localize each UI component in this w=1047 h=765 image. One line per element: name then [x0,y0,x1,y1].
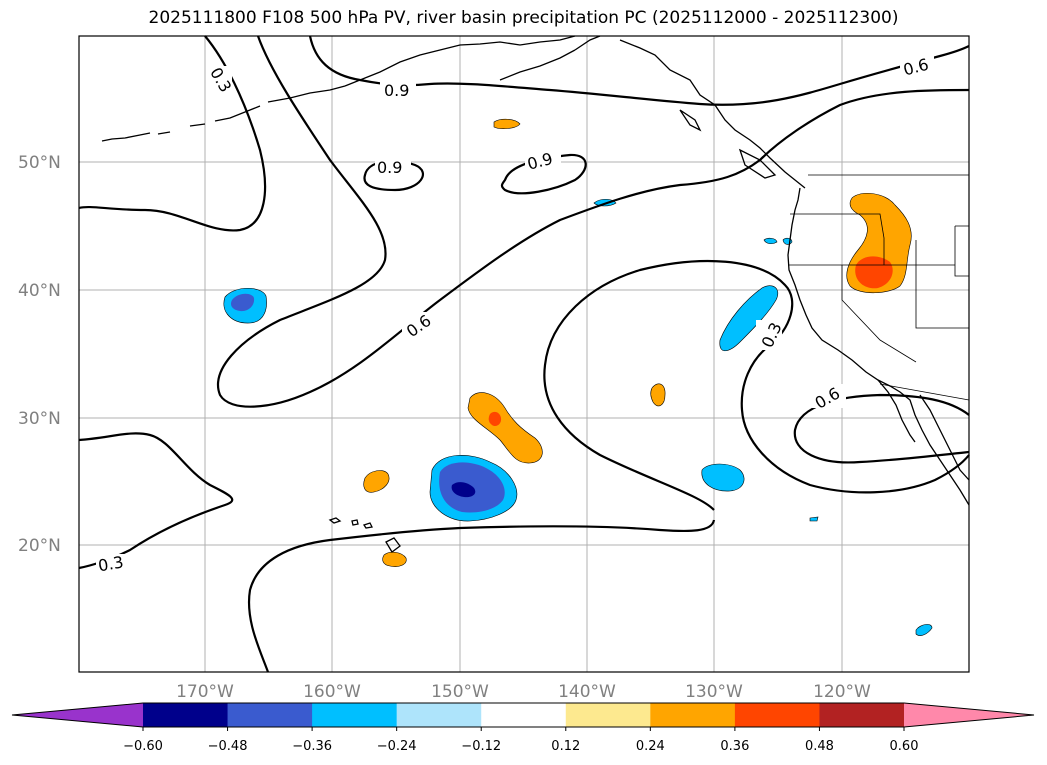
precip-positive-area [363,470,390,493]
precip-negative-area [701,463,745,492]
lon-label: 170°W [176,682,234,702]
colorbar-extend-high [904,703,1034,727]
precip-positive-area [467,392,543,464]
contour-label: 0.9 [377,158,402,177]
colorbar-tick-label: 0.12 [551,739,580,754]
map-border [78,35,970,673]
colorbar-tick-label: 0.24 [636,739,665,754]
precip-negative-area [763,237,778,245]
lat-labels: 50°N 40°N 30°N 20°N [18,153,61,556]
colorbar-tick-label: −0.36 [292,739,332,754]
colorbar-bin [396,703,482,727]
colorbar-bin [819,703,905,727]
colorbar-tick-label: 0.48 [805,739,834,754]
colorbar-extend-low [12,703,143,727]
colorbar-bin [734,703,820,727]
borders [788,174,970,401]
contour-label: 0.3 [97,552,125,575]
precip-positive-area [650,383,666,407]
colorbar-bin [227,703,313,727]
map-title: 2025111800 F108 500 hPa PV, river basin … [148,8,899,28]
colorbar-tick-label: −0.48 [208,739,248,754]
colorbar-bin [312,703,398,727]
precip-negative-peak [451,482,476,498]
lon-label: 160°W [303,682,361,702]
gridlines [79,36,969,672]
coastlines [101,35,970,553]
precip-negative-core [230,293,255,312]
colorbar-bin [565,703,651,727]
lon-label: 120°W [813,682,871,702]
colorbar-bin [650,703,736,727]
precip-positive-area [382,551,407,567]
lon-label: 140°W [558,682,616,702]
lat-label: 40°N [18,281,61,301]
lon-label: 150°W [431,682,489,702]
precip-positive-core [855,256,893,289]
lon-label: 130°W [685,682,743,702]
lon-labels: 170°W 160°W 150°W 140°W 130°W 120°W [176,682,871,702]
precip-positive-area [493,118,521,129]
colorbar: −0.60 −0.48 −0.36 −0.24 −0.12 0.12 0.24 0.36 0.4… [11,702,1035,754]
colorbar-bin [143,703,229,727]
lat-label: 30°N [18,409,61,429]
colorbar-bin [481,703,567,727]
colorbar-tick-label: 0.36 [720,739,749,754]
precip-negative-area [915,624,933,636]
contour-labels: 0.3 0.9 0.6 0.9 0.9 0.6 0.3 0.6 0.3 [96,55,934,575]
colorbar-tick-label: −0.24 [377,739,417,754]
map-area: 0.3 0.9 0.6 0.9 0.9 0.6 0.3 0.6 0.3 [78,35,970,673]
precip-shading [223,118,933,636]
precip-positive-core [488,411,502,427]
lat-label: 50°N [18,153,61,173]
lat-label: 20°N [18,536,61,556]
colorbar-tick-label: −0.12 [461,739,501,754]
precip-negative-area [719,285,779,352]
colorbar-tick-label: −0.60 [123,739,163,754]
precip-negative-area [809,516,819,522]
contour-label: 0.9 [384,81,409,100]
colorbar-tick-label: 0.60 [890,739,919,754]
